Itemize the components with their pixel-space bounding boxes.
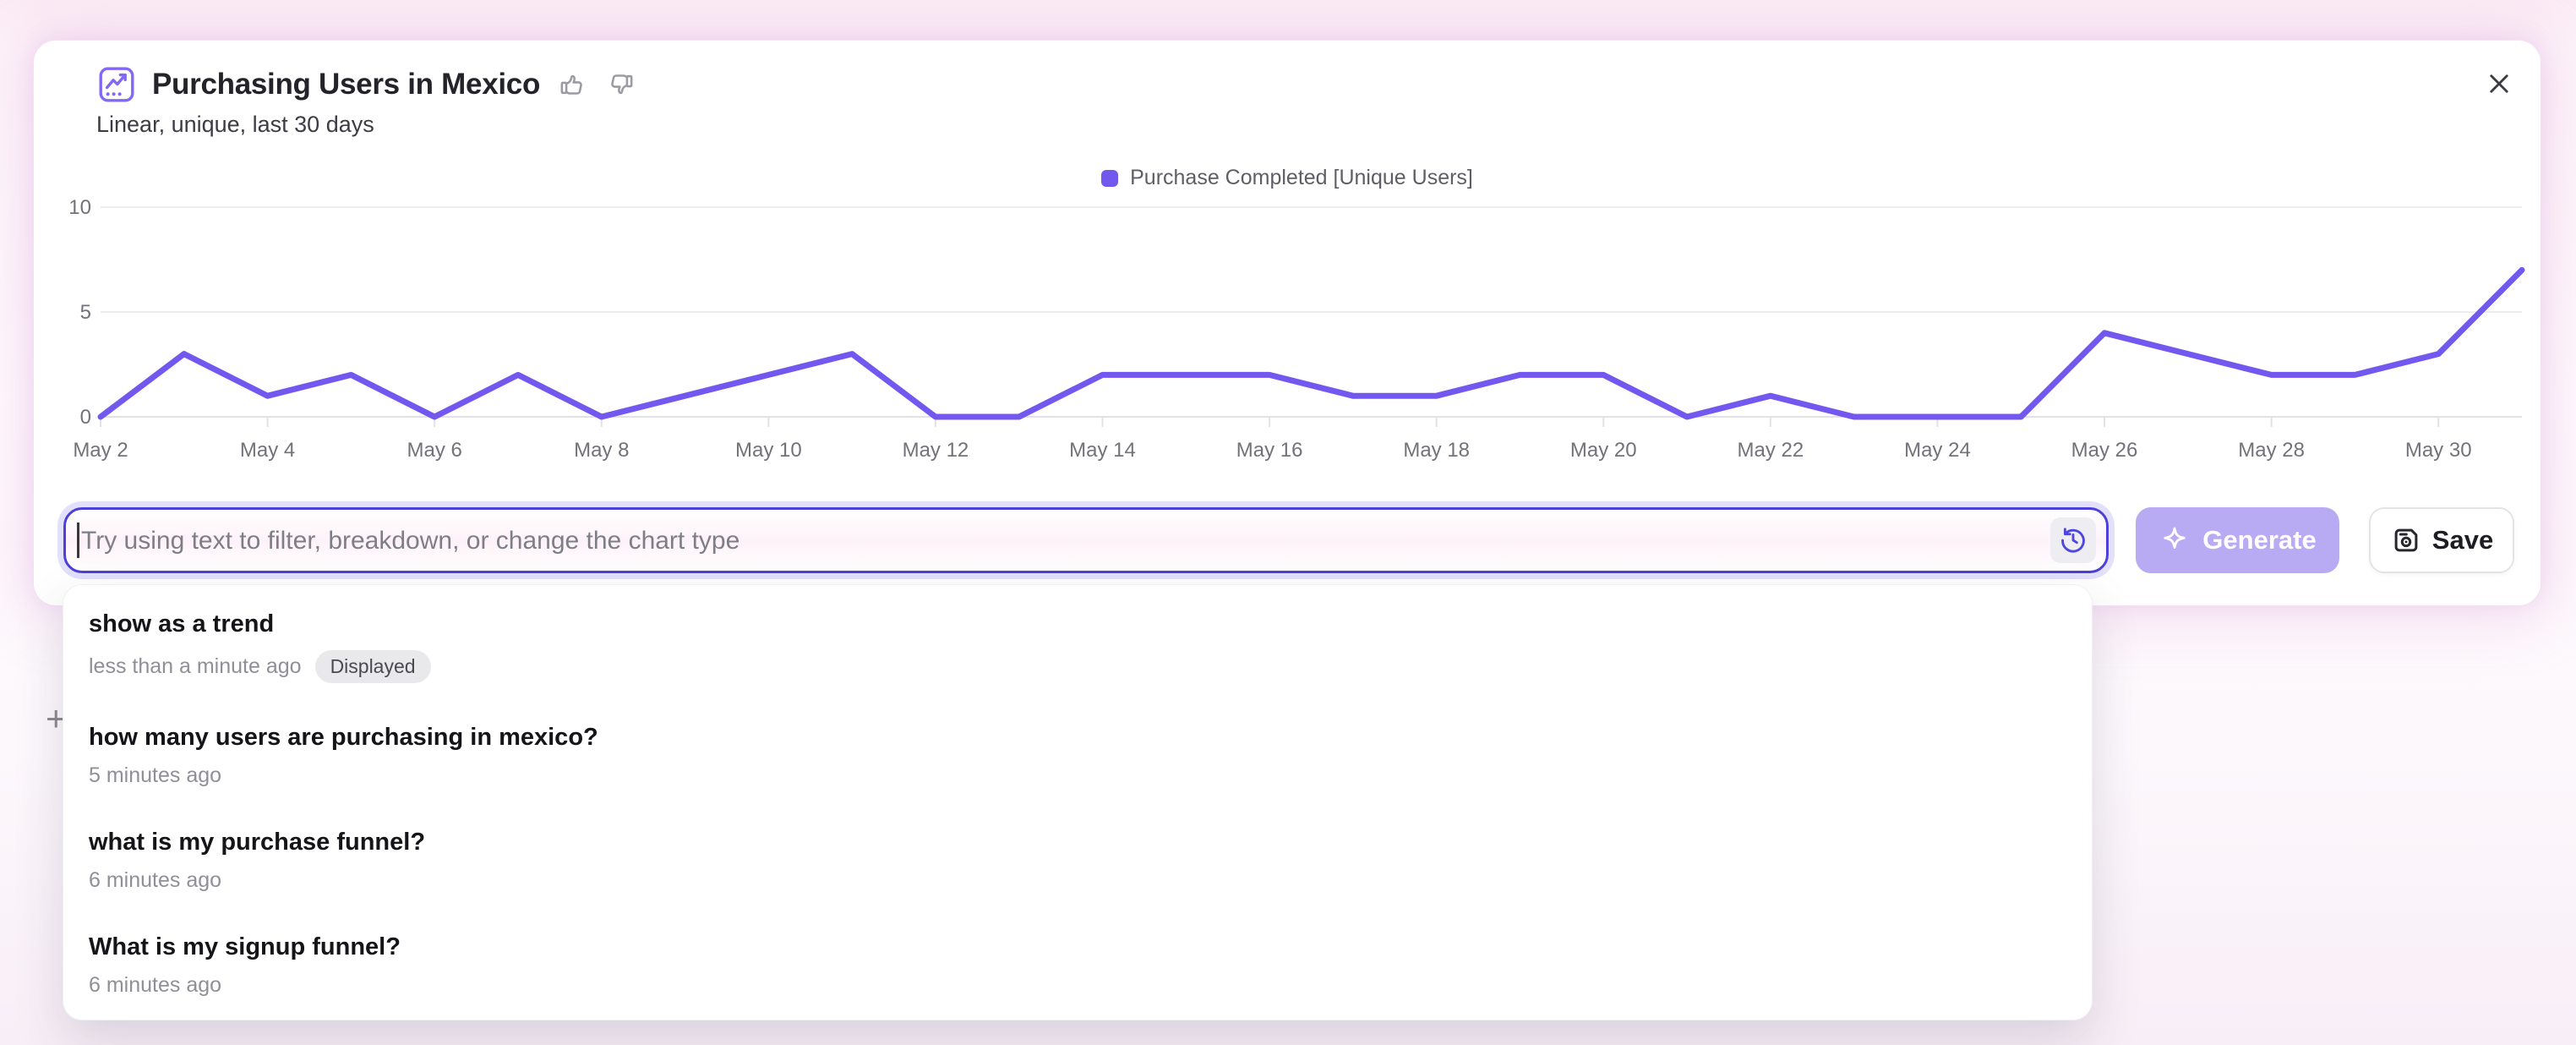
- insights-chart-icon: [96, 64, 137, 105]
- save-icon: [2390, 524, 2422, 556]
- history-item[interactable]: how many users are purchasing in mexico?…: [63, 710, 2092, 802]
- text-caret: [77, 522, 79, 558]
- thumbs-up-button[interactable]: [555, 68, 589, 101]
- close-icon: [2485, 69, 2513, 98]
- ai-prompt-field: [63, 507, 2109, 573]
- history-item-meta: 6 minutes ago: [89, 868, 2066, 893]
- history-item-query: what is my purchase funnel?: [89, 829, 426, 856]
- history-item[interactable]: What is my signup funnel? 6 minutes ago: [63, 920, 2092, 1011]
- history-item[interactable]: what is my purchase funnel? 6 minutes ago: [63, 815, 2092, 906]
- history-item-time: 6 minutes ago: [89, 973, 222, 997]
- history-item-query: show as a trend: [89, 610, 275, 637]
- thumbs-down-icon: [606, 69, 636, 100]
- history-item-meta: 5 minutes ago: [89, 763, 2066, 788]
- card-header: Purchasing Users in Mexico: [96, 61, 638, 108]
- close-button[interactable]: [2481, 66, 2517, 101]
- chart-card: Purchasing Users in Mexico: [34, 41, 2541, 605]
- legend-label: Purchase Completed [Unique Users]: [1130, 166, 1473, 189]
- plus-glyph: +: [46, 698, 67, 738]
- generate-button[interactable]: Generate: [2136, 507, 2339, 573]
- history-item-time: 6 minutes ago: [89, 868, 222, 892]
- history-button[interactable]: [2050, 517, 2096, 563]
- history-item[interactable]: show as a trend less than a minute ago Dis…: [63, 597, 2092, 697]
- thumbs-up-icon: [557, 69, 587, 100]
- prompt-row: Generate Save: [34, 507, 2541, 573]
- history-item-meta: 6 minutes ago: [89, 973, 2066, 998]
- sparkle-icon: [2158, 524, 2191, 556]
- save-button[interactable]: Save: [2369, 507, 2514, 573]
- history-item-query: What is my signup funnel?: [89, 933, 401, 960]
- history-dropdown: show as a trend less than a minute ago Dis…: [63, 585, 2092, 1020]
- ai-prompt-input[interactable]: [79, 510, 2027, 572]
- displayed-badge: Displayed: [314, 650, 431, 683]
- history-item-query: how many users are purchasing in mexico?: [89, 724, 598, 751]
- page-title: Purchasing Users in Mexico: [152, 68, 541, 101]
- chart-subtitle: Linear, unique, last 30 days: [96, 112, 374, 137]
- generate-label: Generate: [2202, 525, 2317, 555]
- history-icon: [2058, 525, 2088, 555]
- history-item-time: 5 minutes ago: [89, 763, 222, 787]
- thumbs-down-button[interactable]: [604, 68, 638, 101]
- history-item-meta: less than a minute ago Displayed: [89, 650, 2066, 683]
- history-item-time: less than a minute ago: [89, 654, 302, 678]
- save-label: Save: [2431, 525, 2494, 555]
- chart-legend: Purchase Completed [Unique Users]: [34, 166, 2541, 190]
- legend-color-swatch: [1101, 169, 1119, 187]
